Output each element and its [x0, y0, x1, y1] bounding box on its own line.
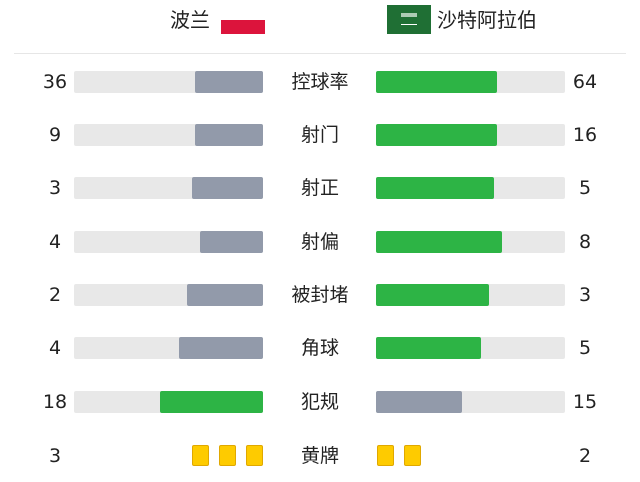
home-bar-track [74, 71, 263, 93]
stat-label: 角球 [300, 337, 339, 359]
home-bar-track [74, 284, 263, 306]
home-value: 4 [48, 231, 62, 253]
stat-row: 9 射门 16 [0, 120, 640, 150]
away-bar-track [376, 337, 565, 359]
poland-flag-icon [221, 6, 265, 34]
home-bar-track [74, 177, 263, 199]
yellow-card-icon [404, 445, 421, 466]
home-value: 9 [48, 124, 62, 146]
away-value: 64 [572, 71, 598, 93]
away-bar-track [376, 177, 565, 199]
yellow-cards-row: 3 黄牌 2 [0, 441, 640, 471]
away-bar-track [376, 71, 565, 93]
away-value: 5 [578, 337, 592, 359]
home-bar-fill [159, 391, 263, 413]
away-bar-fill [376, 71, 497, 93]
yellow-card-icon [192, 445, 209, 466]
stat-row: 4 角球 5 [0, 333, 640, 363]
stat-row: 2 被封堵 3 [0, 280, 640, 310]
away-bar-track [376, 231, 565, 253]
stat-label: 黄牌 [300, 445, 339, 467]
away-team-name: 沙特阿拉伯 [437, 8, 537, 32]
home-bar-fill [187, 284, 263, 306]
stat-label: 控球率 [291, 71, 349, 93]
stat-label: 射门 [300, 124, 339, 146]
home-value: 18 [42, 391, 68, 413]
home-bar-track [74, 391, 263, 413]
yellow-card-icon [246, 445, 263, 466]
stat-row: 4 射偏 8 [0, 227, 640, 257]
away-bar-fill [376, 391, 462, 413]
home-value: 4 [48, 337, 62, 359]
home-bar-track [74, 124, 263, 146]
stat-label: 犯规 [300, 391, 339, 413]
header-divider [14, 53, 626, 54]
stat-row: 3 射正 5 [0, 173, 640, 203]
yellow-card-icon [377, 445, 394, 466]
away-value: 15 [572, 391, 598, 413]
away-value: 5 [578, 177, 592, 199]
saudi-arabia-flag-icon [387, 5, 431, 34]
away-value: 2 [578, 445, 592, 467]
away-bar-fill [376, 337, 481, 359]
away-bar-track [376, 284, 565, 306]
home-bar-fill [194, 124, 263, 146]
home-bar-fill [200, 231, 263, 253]
stat-label: 射偏 [300, 231, 339, 253]
stat-row: 18 犯规 15 [0, 387, 640, 417]
home-value: 3 [48, 445, 62, 467]
home-bar-fill [192, 177, 263, 199]
away-bar-fill [376, 124, 497, 146]
yellow-card-icon [219, 445, 236, 466]
home-value: 3 [48, 177, 62, 199]
stat-label: 射正 [300, 177, 339, 199]
home-bar-track [74, 231, 263, 253]
home-value: 2 [48, 284, 62, 306]
home-bar-fill [194, 71, 263, 93]
home-team-name: 波兰 [170, 8, 210, 32]
away-bar-track [376, 124, 565, 146]
stat-row: 36 控球率 64 [0, 67, 640, 97]
home-bar-fill [179, 337, 263, 359]
home-bar-track [74, 337, 263, 359]
away-bar-fill [376, 231, 502, 253]
away-bar-fill [376, 284, 490, 306]
away-bar-fill [376, 177, 495, 199]
away-value: 3 [578, 284, 592, 306]
away-bar-track [376, 391, 565, 413]
away-value: 8 [578, 231, 592, 253]
away-value: 16 [572, 124, 598, 146]
home-value: 36 [42, 71, 68, 93]
stat-label: 被封堵 [291, 284, 349, 306]
